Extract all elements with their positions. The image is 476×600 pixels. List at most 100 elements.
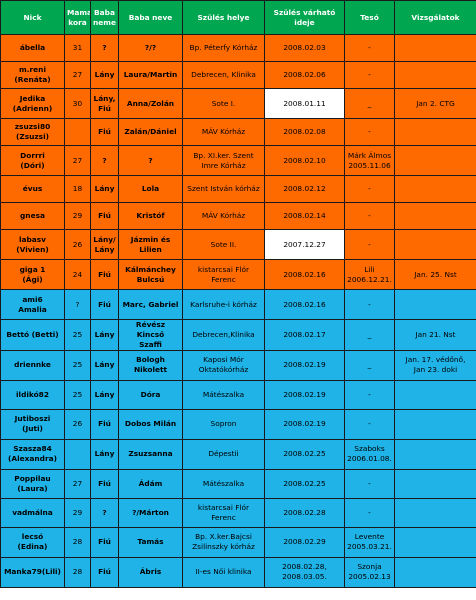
cell-teso: - xyxy=(344,61,395,89)
cell-vizsgalatok xyxy=(394,202,476,230)
table-row: ildikó82 25 Lány Dóra Mátészalka 2008.02.19- xyxy=(0,379,476,410)
cell-teso: - xyxy=(344,468,395,499)
cell-nick: Jutiboszi (Juti) xyxy=(0,408,65,440)
cell-teso: Lili 2006.12.21. xyxy=(344,259,395,290)
table-row: Jedika (Adrienn) 30 Lány, Fiú Anna/Zolán Sot… xyxy=(0,88,476,119)
cell-teso: - xyxy=(344,175,395,203)
cell-vizsgalatok: Jan. 17. védőnő, Jan 23. doki xyxy=(394,349,476,381)
cell-baba-neve: Bologh Nikolett xyxy=(118,349,183,381)
cell-teso: - xyxy=(344,202,395,230)
cell-baba-neve: Tamás xyxy=(118,526,183,558)
cell-szules-ideje: 2008.02.14 xyxy=(264,202,345,230)
cell-vizsgalatok xyxy=(394,61,476,89)
cell-szules-helye: MÁV Kórház xyxy=(182,118,265,146)
cell-nick: vadmálna xyxy=(0,497,65,528)
cell-mama-kora: 27 xyxy=(64,61,91,89)
cell-szules-ideje: 2008.02.25 xyxy=(264,438,345,470)
cell-baba-neve: Dobos Milán xyxy=(118,408,183,440)
cell-nick: lecsó (Edina) xyxy=(0,526,65,558)
cell-mama-kora: 25 xyxy=(64,319,91,351)
cell-baba-neve: Marc, Gabriel xyxy=(118,289,183,320)
cell-baba-neve: Jázmin és Lilien xyxy=(118,229,183,260)
cell-mama-kora: 27 xyxy=(64,468,91,499)
cell-baba-neme: Fiú xyxy=(90,408,119,440)
header-szules-helye: Szülés helye xyxy=(182,0,265,35)
cell-szules-helye: Debrecen, Klinika xyxy=(182,61,265,89)
cell-mama-kora: 26 xyxy=(64,408,91,440)
cell-mama-kora: 28 xyxy=(64,526,91,558)
cell-nick: Bettó (Betti) xyxy=(0,319,65,351)
cell-teso: Levente 2005.03.21. xyxy=(344,526,395,558)
table-row: évus 18 Lány Lola Szent István kórház 2008.02… xyxy=(0,175,476,203)
cell-baba-neve: Ádám xyxy=(118,468,183,499)
cell-szules-helye: Sopron xyxy=(182,408,265,440)
table-row: driennke 25 Lány Bologh Nikolett Kaposi Mór … xyxy=(0,349,476,381)
cell-nick: ildikó82 xyxy=(0,379,65,410)
table-row: giga 1 (Ági) 24 Fiú Kálmánchey Bulcsú kistar… xyxy=(0,259,476,290)
cell-mama-kora: 29 xyxy=(64,497,91,528)
cell-baba-neve: Lola xyxy=(118,175,183,203)
cell-mama-kora: 18 xyxy=(64,175,91,203)
cell-nick: ábella xyxy=(0,34,65,62)
cell-baba-neve: ? xyxy=(118,145,183,176)
cell-teso: _ xyxy=(344,349,395,381)
cell-baba-neme: Lány xyxy=(90,175,119,203)
cell-baba-neme: ? xyxy=(90,34,119,62)
cell-vizsgalatok xyxy=(394,497,476,528)
cell-baba-neme: Lány, Fiú xyxy=(90,88,119,119)
cell-baba-neve: Ábris xyxy=(118,556,183,588)
cell-nick: Jedika (Adrienn) xyxy=(0,88,65,119)
cell-szules-helye: Mátészalka xyxy=(182,468,265,499)
cell-szules-ideje: 2008.02.28 xyxy=(264,497,345,528)
cell-nick: giga 1 (Ági) xyxy=(0,259,65,290)
cell-nick: Poppilau (Laura) xyxy=(0,468,65,499)
cell-szules-helye: Kaposi Mór Oktatókórház xyxy=(182,349,265,381)
cell-szules-ideje: 2008.02.19 xyxy=(264,408,345,440)
cell-nick: ami6 Amalia xyxy=(0,289,65,320)
cell-baba-neme: Fiú xyxy=(90,468,119,499)
cell-szules-helye: Sote I. xyxy=(182,88,265,119)
header-szules-ideje: Szülés várható ideje xyxy=(264,0,345,35)
cell-mama-kora: ? xyxy=(64,289,91,320)
cell-baba-neve: Dóra xyxy=(118,379,183,410)
cell-mama-kora: 31 xyxy=(64,34,91,62)
cell-szules-helye: Bp. XI.ker. Szent Imre Kórház xyxy=(182,145,265,176)
cell-nick: Szasza84 (Alexandra) xyxy=(0,438,65,470)
cell-vizsgalatok: Jan 2. CTG xyxy=(394,88,476,119)
table-row: zsuzsi80 (Zsuzsi) Fiú Zalán/Dániel MÁV Kórh… xyxy=(0,118,476,146)
cell-mama-kora: 24 xyxy=(64,259,91,290)
header-row: Nick Mama kora Baba neme Baba neve Szülés he… xyxy=(0,0,476,35)
cell-vizsgalatok xyxy=(394,34,476,62)
cell-vizsgalatok xyxy=(394,438,476,470)
cell-szules-helye: kistarcsai Flór Ferenc xyxy=(182,259,265,290)
cell-baba-neve: Zsuzsanna xyxy=(118,438,183,470)
table-row: Dorrri (Dóri) 27?? Bp. XI.ker. Szent Imre … xyxy=(0,145,476,176)
cell-baba-neve: Kálmánchey Bulcsú xyxy=(118,259,183,290)
cell-szules-ideje: 2008.02.19 xyxy=(264,349,345,381)
table-row: vadmálna 29? ?/Márton kistarcsai Flór Feren… xyxy=(0,497,476,528)
cell-nick: driennke xyxy=(0,349,65,381)
table-row: ábella 31? ?/? Bp. Péterfy Kórház 2008.02.03… xyxy=(0,34,476,62)
header-mama-kora: Mama kora xyxy=(64,0,91,35)
cell-szules-ideje: 2007.12.27 xyxy=(264,229,345,260)
cell-nick: Dorrri (Dóri) xyxy=(0,145,65,176)
cell-teso: Szaboks 2006.01.08. xyxy=(344,438,395,470)
cell-teso: - xyxy=(344,118,395,146)
cell-teso: - xyxy=(344,497,395,528)
cell-vizsgalatok xyxy=(394,408,476,440)
cell-teso: - xyxy=(344,379,395,410)
cell-mama-kora: 25 xyxy=(64,379,91,410)
cell-szules-ideje: 2008.02.08 xyxy=(264,118,345,146)
cell-baba-neve: Zalán/Dániel xyxy=(118,118,183,146)
table-row: Szasza84 (Alexandra) Lány Zsuzsanna Dépesti… xyxy=(0,438,476,470)
cell-teso: Márk Álmos 2005.11.06 xyxy=(344,145,395,176)
cell-baba-neme: Lány xyxy=(90,61,119,89)
table-header: Nick Mama kora Baba neme Baba neve Szülés he… xyxy=(0,0,476,35)
cell-szules-helye: Debrecen,Klinika xyxy=(182,319,265,351)
cell-baba-neve: Anna/Zolán xyxy=(118,88,183,119)
cell-mama-kora xyxy=(64,118,91,146)
header-teso: Tesó xyxy=(344,0,395,35)
cell-baba-neme: ? xyxy=(90,497,119,528)
cell-szules-helye: Sote II. xyxy=(182,229,265,260)
